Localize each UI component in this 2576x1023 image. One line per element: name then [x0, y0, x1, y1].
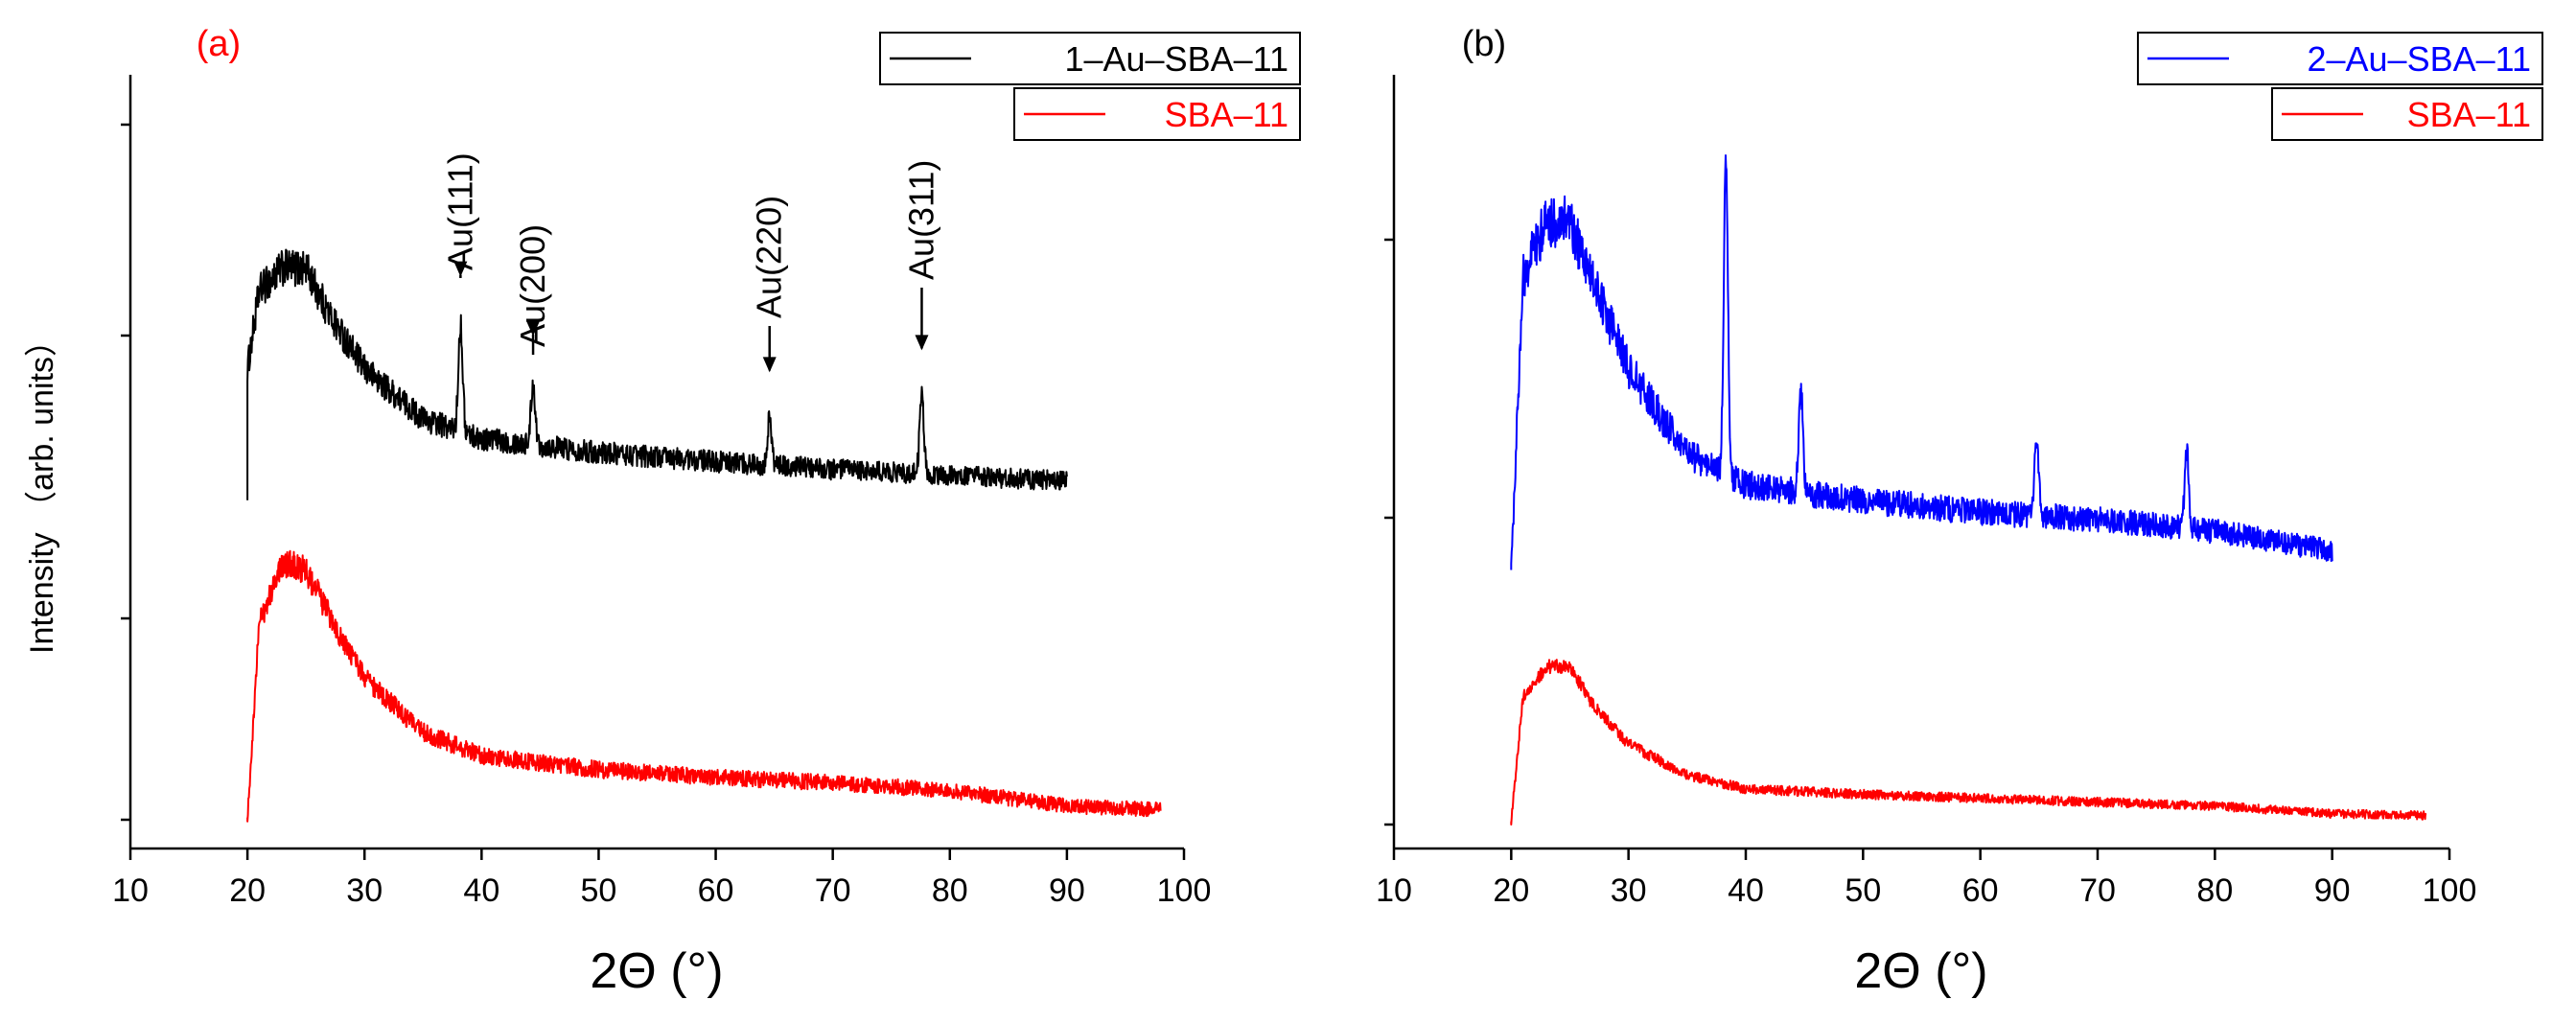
series-line-b-1: [1510, 154, 2333, 570]
x-tick-label-a-70: 70: [815, 872, 851, 909]
annotation-arrowhead-2: [526, 320, 541, 337]
x-tick-label-a-80: 80: [932, 872, 968, 909]
x-tick-label-b-40: 40: [1728, 872, 1764, 909]
annotation-arrowhead-1: [453, 261, 468, 277]
x-tick-label-b-90: 90: [2314, 872, 2351, 909]
x-tick-label-b-10: 10: [1376, 872, 1412, 909]
x-tick-label-a-90: 90: [1049, 872, 1085, 909]
chart-panel-a: 10 20 30 40 50 60 70 80 90 100 (a) 1–Au–SBA–11 SBA–1…: [112, 24, 1301, 909]
x-tick-label-a-100: 100: [1157, 872, 1212, 909]
x-tick-label-a-40: 40: [463, 872, 499, 909]
annotation-label-1: Au(111): [440, 152, 479, 270]
x-tick-label-a-60: 60: [698, 872, 734, 909]
legend-label-a-1: 1–Au–SBA–11: [1064, 39, 1288, 79]
x-tick-label-a-10: 10: [112, 872, 149, 909]
x-axis-title-b: 2Θ (°): [1854, 943, 1987, 999]
series-line-a-1: [246, 248, 1068, 500]
series-line-b-2: [1510, 659, 2427, 825]
legend-label-a-2: SBA–11: [1165, 95, 1288, 134]
x-tick-label-a-20: 20: [229, 872, 266, 909]
panel-label-b: (b): [1462, 24, 1506, 64]
x-tick-label-b-100: 100: [2423, 872, 2477, 909]
x-tick-label-a-30: 30: [346, 872, 383, 909]
legend-label-b-1: 2–Au–SBA–11: [2307, 39, 2531, 79]
x-tick-label-b-80: 80: [2196, 872, 2233, 909]
panel-label-a: (a): [197, 24, 241, 64]
series-line-a-2: [246, 549, 1162, 823]
annotation-arrowhead-4: [915, 335, 929, 351]
x-axis-title-a: 2Θ (°): [590, 943, 723, 999]
annotation-label-4: Au(311): [901, 160, 940, 280]
x-tick-label-b-70: 70: [2079, 872, 2116, 909]
x-tick-label-a-50: 50: [581, 872, 617, 909]
x-tick-label-b-30: 30: [1611, 872, 1647, 909]
legend-label-b-2: SBA–11: [2407, 95, 2531, 134]
x-tick-label-b-50: 50: [1845, 872, 1881, 909]
chart-panel-b: 10 20 30 40 50 60 70 80 90 100 (b) 2–Au–SBA–11 SBA–1…: [1376, 24, 2543, 909]
x-tick-label-b-60: 60: [1962, 872, 1999, 909]
annotation-label-3: Au(220): [750, 196, 789, 318]
y-axis-title: Intensity （arb. units）: [24, 324, 60, 654]
x-tick-label-b-20: 20: [1493, 872, 1529, 909]
annotation-arrowhead-3: [762, 357, 777, 373]
annotation-label-2: Au(200): [513, 224, 552, 347]
